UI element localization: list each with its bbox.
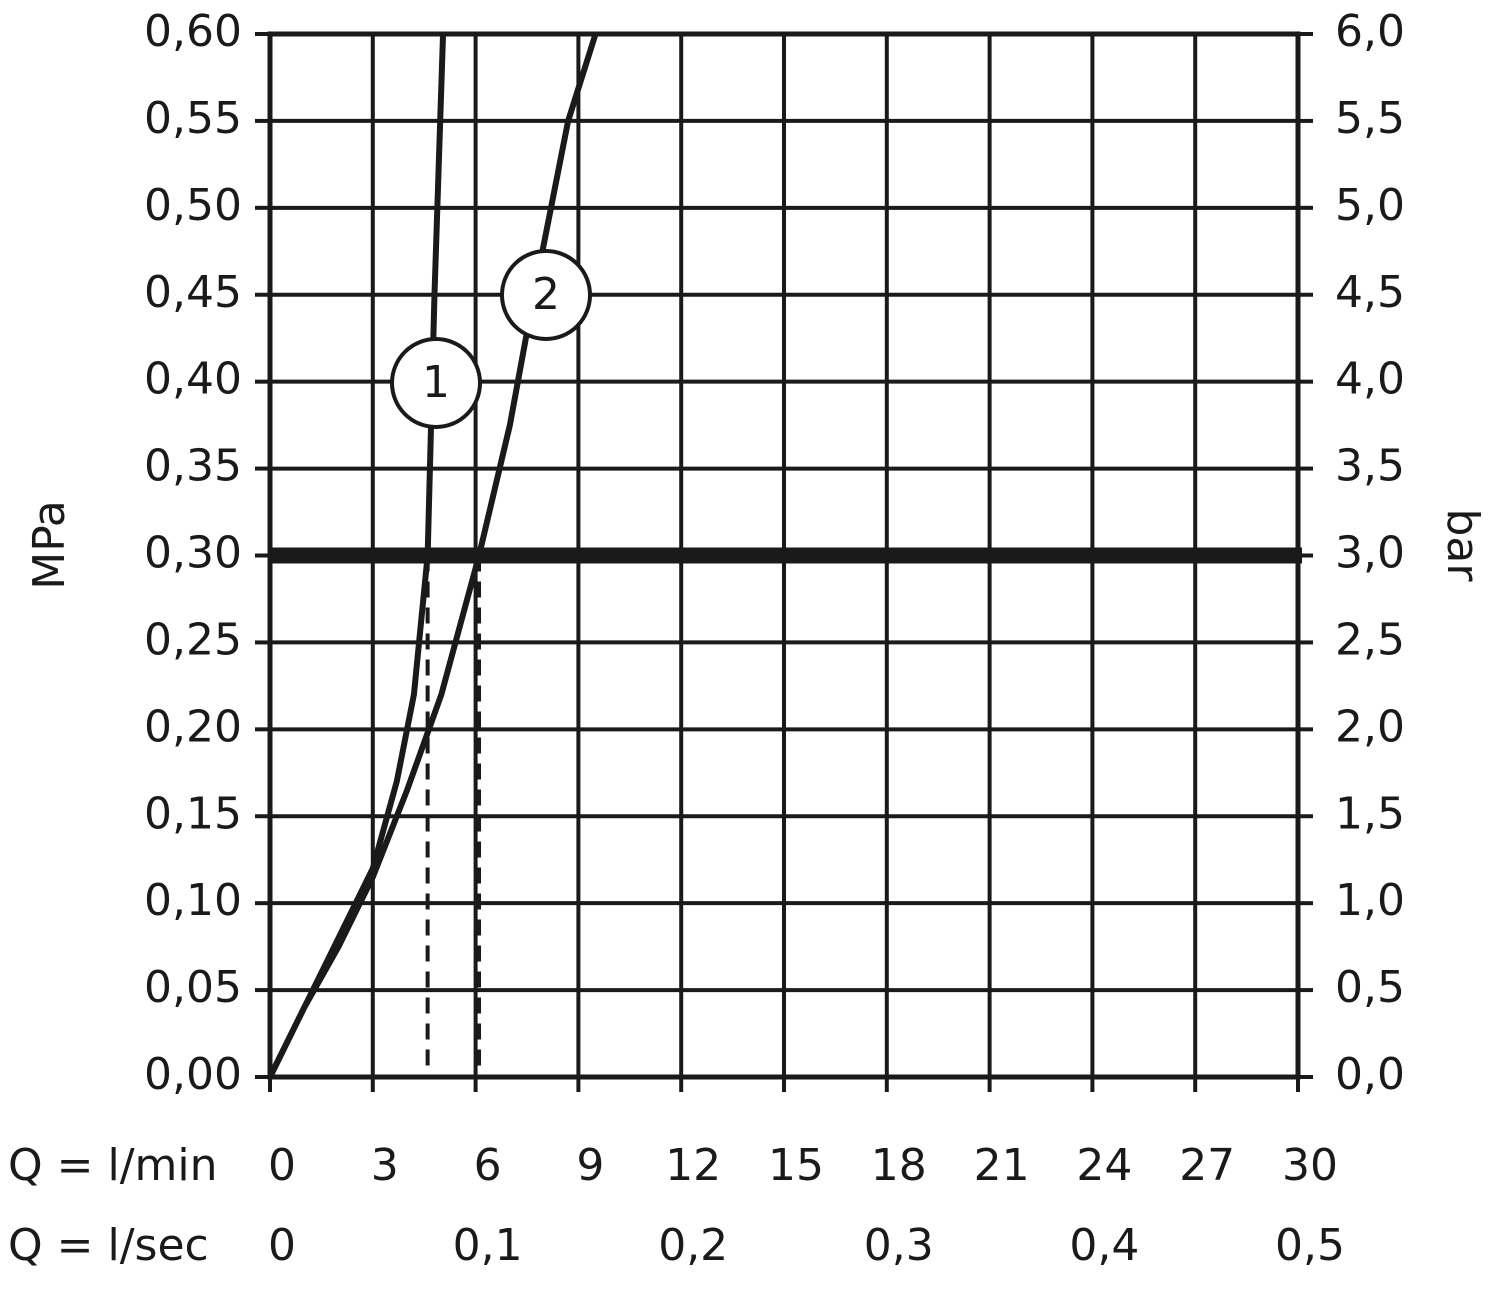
x2-tick-label: 0,4 [1069,1220,1139,1271]
y2-tick-label: 6,0 [1335,6,1405,57]
series-line [267,33,599,1079]
y2-tick-label: 0,0 [1335,1049,1405,1100]
y-axis-label: MPa [24,500,75,589]
y-tick-label: 0,30 [144,528,242,579]
y2-tick-label: 2,0 [1335,701,1405,752]
x2-tick-label: 0 [268,1220,296,1271]
x-axis-label: Q = l/min [8,1140,218,1191]
y-tick-label: 0,40 [144,354,242,405]
y-tick-label: 0,55 [144,93,242,144]
y-tick-label: 0,60 [144,6,242,57]
x-tick-label: 21 [974,1140,1030,1191]
y2-tick-label: 1,0 [1335,875,1405,926]
series-label: 2 [532,269,560,320]
y-tick-label: 0,45 [144,267,242,318]
x2-tick-label: 0,3 [864,1220,934,1271]
y2-tick-label: 5,5 [1335,93,1405,144]
y-tick-label: 0,20 [144,701,242,752]
y-tick-label: 0,50 [144,180,242,231]
y-tick-label: 0,00 [144,1049,242,1100]
x-tick-label: 12 [665,1140,721,1191]
series-label-circle [500,249,592,341]
y2-tick-label: 0,5 [1335,962,1405,1013]
x-tick-label: 3 [371,1140,399,1191]
y2-tick-label: 1,5 [1335,788,1405,839]
y2-tick-label: 4,0 [1335,354,1405,405]
x-tick-label: 15 [768,1140,824,1191]
y2-tick-label: 3,5 [1335,441,1405,492]
x-tick-label: 9 [576,1140,604,1191]
x-tick-label: 18 [871,1140,927,1191]
y2-tick-label: 4,5 [1335,267,1405,318]
plot-frame [267,31,1301,1080]
y-tick-label: 0,05 [144,962,242,1013]
y-tick-label: 0,35 [144,441,242,492]
x2-tick-label: 0,2 [658,1220,728,1271]
x-tick-label: 24 [1076,1140,1132,1191]
y2-tick-label: 2,5 [1335,614,1405,665]
y2-tick-label: 5,0 [1335,180,1405,231]
series-label-circle [390,337,482,429]
y-tick-label: 0,25 [144,614,242,665]
y-tick-label: 0,15 [144,788,242,839]
series-label: 1 [422,357,450,408]
x-tick-label: 30 [1282,1140,1338,1191]
y-tick-label: 0,10 [144,875,242,926]
x-tick-label: 27 [1179,1140,1235,1191]
x2-tick-label: 0,5 [1275,1220,1345,1271]
x-tick-label: 6 [474,1140,502,1191]
x2-axis-label: Q = l/sec [8,1220,209,1271]
x-tick-label: 0 [268,1140,296,1191]
x2-tick-label: 0,1 [453,1220,523,1271]
y2-axis-label: bar [1437,509,1488,583]
y2-tick-label: 3,0 [1335,528,1405,579]
